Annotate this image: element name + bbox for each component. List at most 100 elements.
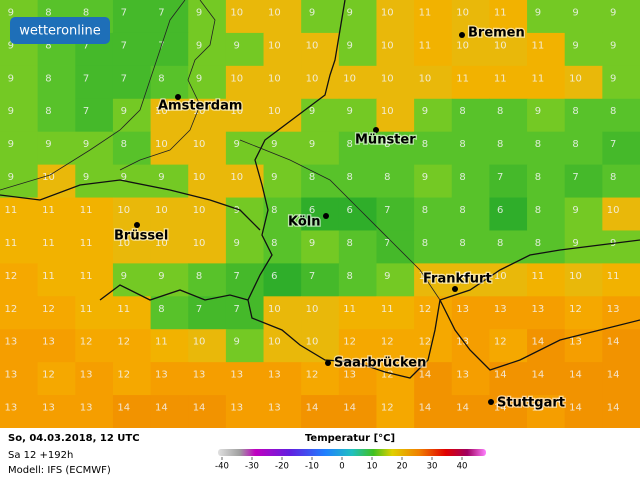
temp-cell [489, 230, 528, 264]
temp-value: 8 [497, 139, 503, 150]
temp-cell [188, 296, 227, 330]
temp-value: 10 [193, 172, 206, 183]
temp-cell [0, 65, 39, 100]
legend-tick-label: -30 [245, 462, 259, 472]
temp-cell [489, 329, 528, 363]
temp-value: 9 [234, 139, 240, 150]
temp-value: 14 [306, 403, 319, 414]
city-label: Stuttgart [497, 396, 565, 411]
temp-value: 14 [607, 337, 620, 348]
temp-value: 8 [459, 238, 465, 249]
temp-value: 10 [381, 40, 394, 51]
temp-value: 7 [121, 7, 127, 18]
temp-value: 12 [42, 370, 55, 381]
legend-tick-label: 20 [397, 462, 408, 472]
temp-cell [489, 32, 528, 67]
temp-value: 14 [532, 370, 545, 381]
temp-value: 9 [196, 7, 202, 18]
temp-cell [451, 362, 490, 396]
temp-value: 10 [193, 337, 206, 348]
temp-cell [37, 164, 76, 199]
temp-cell [338, 230, 377, 264]
temp-cell [225, 329, 265, 363]
temp-cell [301, 0, 340, 34]
temp-cell [263, 395, 302, 429]
temp-cell [602, 230, 640, 264]
temp-cell [112, 230, 152, 264]
temp-cell [489, 0, 528, 34]
temp-cell [414, 395, 453, 429]
temp-cell [414, 65, 453, 100]
temp-cell [263, 197, 302, 231]
temp-cell [489, 197, 528, 231]
temp-value: 11 [80, 271, 93, 282]
temp-value: 11 [42, 271, 55, 282]
temp-cell [188, 164, 227, 199]
temp-cell [150, 329, 189, 363]
temp-value: 13 [532, 403, 545, 414]
temp-cell [188, 98, 227, 133]
temp-cell [112, 296, 152, 330]
temp-cell [0, 230, 39, 264]
temp-value: 12 [419, 337, 432, 348]
temp-value: 7 [610, 139, 616, 150]
temp-value: 8 [309, 172, 315, 183]
temp-value: 13 [607, 304, 620, 315]
temp-cell [338, 197, 377, 231]
temp-value: 12 [80, 337, 93, 348]
temp-value: 9 [309, 106, 315, 117]
temp-value: 10 [456, 7, 469, 18]
temp-cell [451, 197, 490, 231]
temp-cell [338, 32, 377, 67]
logo-box [10, 17, 110, 44]
temp-cell [301, 230, 340, 264]
temp-value: 9 [83, 139, 89, 150]
temp-cell [451, 296, 490, 330]
temp-value: 7 [572, 172, 578, 183]
legend-tick-label: 10 [367, 462, 378, 472]
temp-cell [451, 0, 490, 34]
temp-value: 13 [268, 403, 281, 414]
temp-value: 10 [456, 40, 469, 51]
temp-value: 10 [381, 73, 394, 84]
temp-cell [37, 296, 76, 330]
temp-value: 11 [419, 7, 432, 18]
temp-cell [263, 0, 302, 34]
city-label: Köln [288, 215, 321, 230]
temp-value: 9 [422, 172, 428, 183]
temp-cell [75, 197, 114, 231]
temp-value: 13 [456, 337, 469, 348]
temp-cell [489, 65, 528, 100]
temp-cell [225, 395, 265, 429]
temp-value: 9 [572, 205, 578, 216]
temp-value: 10 [268, 337, 281, 348]
temp-cell [263, 329, 302, 363]
temp-cell [188, 395, 227, 429]
temp-cell [37, 197, 76, 231]
temp-value: 11 [155, 337, 168, 348]
temp-cell [150, 230, 189, 264]
temp-value: 14 [532, 337, 545, 348]
temp-value: 10 [494, 40, 507, 51]
temp-cell [188, 32, 227, 67]
temp-cell [263, 263, 302, 297]
temp-cell [602, 263, 640, 297]
temp-cell [602, 362, 640, 396]
temp-value: 11 [607, 271, 620, 282]
temp-cell [263, 164, 302, 199]
temp-cell [225, 230, 265, 264]
temp-value: 11 [343, 304, 356, 315]
temp-cell [602, 65, 640, 100]
temp-cell [150, 362, 189, 396]
temp-value: 10 [419, 271, 432, 282]
temp-value: 7 [234, 304, 240, 315]
temp-value: 9 [610, 7, 616, 18]
temp-cell [263, 296, 302, 330]
temp-cell [0, 329, 39, 363]
logo-text: wetteronline [19, 24, 101, 39]
temp-value: 11 [456, 73, 469, 84]
temp-cell [414, 0, 453, 34]
temp-cell [225, 131, 265, 166]
temp-value: 11 [80, 238, 93, 249]
temp-cell [564, 65, 603, 100]
